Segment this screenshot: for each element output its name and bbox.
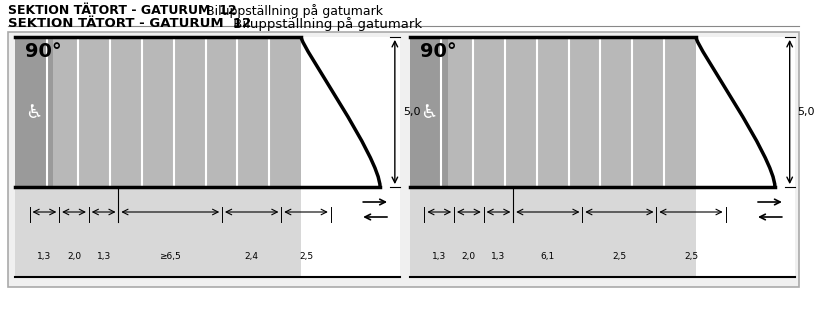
Bar — [409, 37, 448, 187]
Text: ♿: ♿ — [420, 102, 437, 121]
Text: ♿: ♿ — [25, 102, 42, 121]
Bar — [409, 37, 795, 277]
Text: Biluppställning på gatumark: Biluppställning på gatumark — [229, 17, 422, 31]
Text: SEKTION TÄTORT - GATURUM  12: SEKTION TÄTORT - GATURUM 12 — [8, 17, 251, 30]
Bar — [15, 37, 301, 187]
Text: 6,1: 6,1 — [541, 252, 555, 261]
Text: 5,0: 5,0 — [403, 107, 420, 117]
Text: Biluppställning på gatumark: Biluppställning på gatumark — [203, 4, 383, 18]
Text: 2,5: 2,5 — [299, 252, 313, 261]
Text: 90°: 90° — [25, 42, 61, 61]
Text: 90°: 90° — [419, 42, 456, 61]
Text: 2,0: 2,0 — [67, 252, 81, 261]
Text: SEKTION TÄTORT - GATURUM  12: SEKTION TÄTORT - GATURUM 12 — [8, 4, 237, 17]
Bar — [301, 37, 400, 277]
Text: 1,3: 1,3 — [432, 252, 446, 261]
Text: 2,5: 2,5 — [684, 252, 698, 261]
Text: 1,3: 1,3 — [96, 252, 111, 261]
Bar — [696, 37, 795, 277]
Text: 2,5: 2,5 — [613, 252, 627, 261]
Bar — [15, 37, 53, 187]
Bar — [409, 37, 696, 187]
Text: 5,0: 5,0 — [797, 107, 815, 117]
FancyBboxPatch shape — [8, 32, 798, 287]
Text: 2,0: 2,0 — [462, 252, 476, 261]
Text: 1,3: 1,3 — [38, 252, 51, 261]
Bar — [15, 37, 400, 277]
Text: 2,4: 2,4 — [245, 252, 259, 261]
Text: ≥6,5: ≥6,5 — [159, 252, 181, 261]
Text: 1,3: 1,3 — [491, 252, 506, 261]
